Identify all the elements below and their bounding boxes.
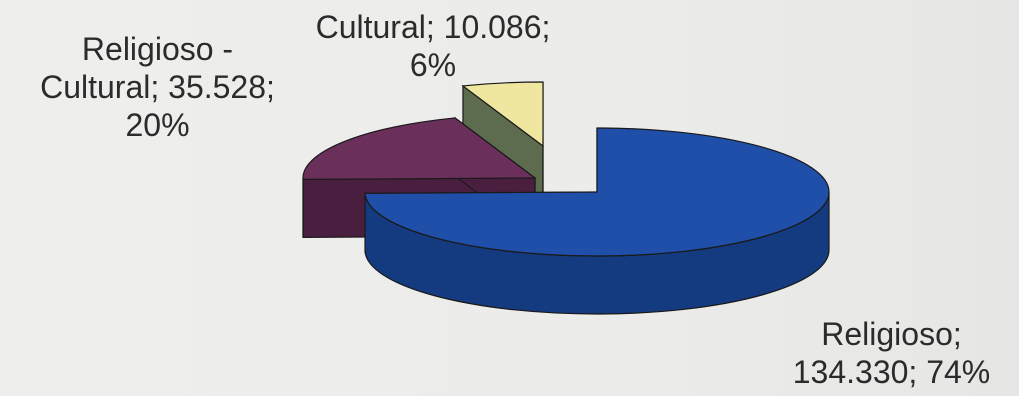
pie-slice-top-religioso bbox=[364, 127, 830, 257]
data-label-religioso: Religioso; 134.330; 74% bbox=[792, 316, 991, 390]
data-label-cultural: Cultural; 10.086; 6% bbox=[315, 9, 551, 83]
pie-slice-top-religioso-cultural bbox=[302, 117, 537, 181]
pie-slice-top-cultural bbox=[461, 81, 544, 148]
pie-slice-religioso bbox=[364, 127, 830, 315]
data-label-religioso-cultural: Religioso - Cultural; 35.528; 20% bbox=[40, 31, 275, 143]
